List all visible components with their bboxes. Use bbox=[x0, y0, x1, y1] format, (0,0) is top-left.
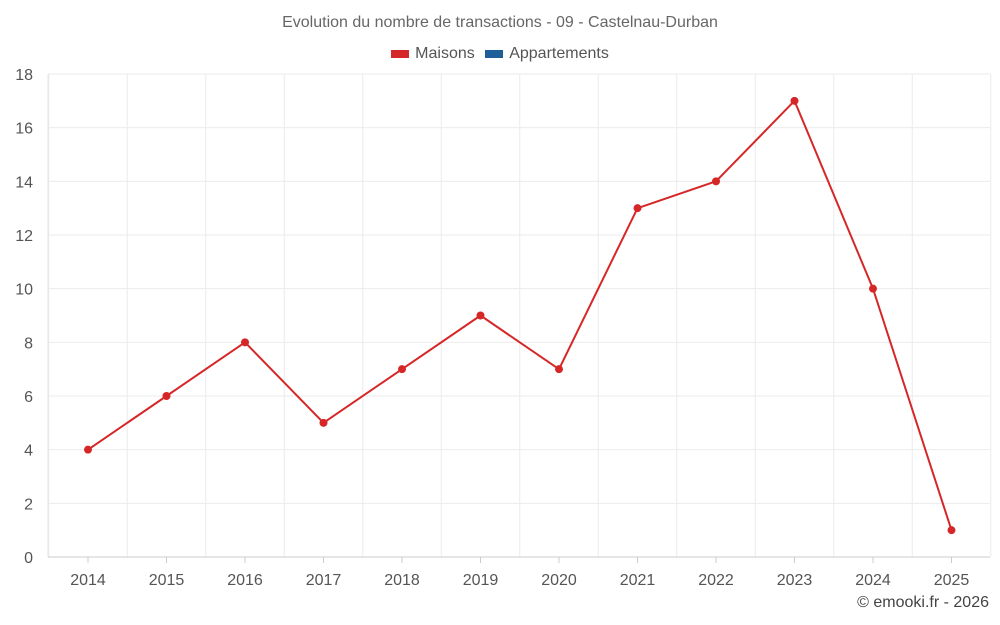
legend-label-maisons: Maisons bbox=[415, 45, 475, 62]
y-tick-label: 12 bbox=[15, 228, 33, 245]
chart-title: Evolution du nombre de transactions - 09… bbox=[282, 14, 718, 31]
x-tick-label: 2021 bbox=[620, 572, 656, 589]
data-point bbox=[790, 96, 799, 105]
y-tick-label: 2 bbox=[24, 496, 33, 513]
data-point bbox=[712, 177, 720, 186]
y-tick-label: 8 bbox=[24, 335, 33, 352]
y-tick-label: 0 bbox=[24, 550, 33, 567]
y-tick-label: 18 bbox=[15, 67, 33, 84]
x-tick-label: 2018 bbox=[384, 572, 420, 589]
y-tick-label: 14 bbox=[15, 174, 33, 191]
legend-item-maisons[interactable]: Maisons bbox=[391, 45, 475, 63]
y-tick-label: 10 bbox=[15, 282, 33, 299]
x-tick-label: 2019 bbox=[463, 572, 499, 589]
data-point bbox=[869, 284, 877, 293]
data-point bbox=[633, 204, 642, 213]
x-tick-label: 2022 bbox=[698, 572, 734, 589]
x-tick-label: 2020 bbox=[541, 572, 577, 589]
x-tick-label: 2024 bbox=[855, 572, 891, 589]
credit-text: © emooki.fr - 2026 bbox=[857, 594, 989, 611]
series-line-maisons bbox=[87, 99, 953, 531]
y-tick-label: 16 bbox=[15, 121, 33, 138]
data-point bbox=[162, 392, 171, 400]
legend-label-appartements: Appartements bbox=[509, 45, 609, 62]
data-point bbox=[398, 365, 406, 374]
data-point bbox=[947, 526, 956, 535]
x-tick-label: 2014 bbox=[70, 572, 106, 589]
y-tick-label: 6 bbox=[24, 389, 33, 406]
x-tick-label: 2023 bbox=[777, 572, 813, 589]
x-tick-label: 2016 bbox=[227, 572, 263, 589]
legend-swatch-maisons bbox=[391, 50, 410, 58]
x-tick-label: 2025 bbox=[934, 572, 970, 589]
legend: Maisons Appartements bbox=[0, 45, 1000, 63]
data-point bbox=[84, 445, 92, 454]
legend-swatch-appartements bbox=[485, 50, 504, 58]
data-point bbox=[555, 365, 563, 374]
y-tick-label: 4 bbox=[24, 443, 33, 460]
data-point bbox=[241, 338, 249, 347]
data-point bbox=[319, 418, 328, 427]
data-point bbox=[476, 311, 485, 320]
x-tick-label: 2015 bbox=[149, 572, 185, 589]
legend-item-appartements[interactable]: Appartements bbox=[485, 45, 609, 63]
x-tick-label: 2017 bbox=[306, 572, 342, 589]
